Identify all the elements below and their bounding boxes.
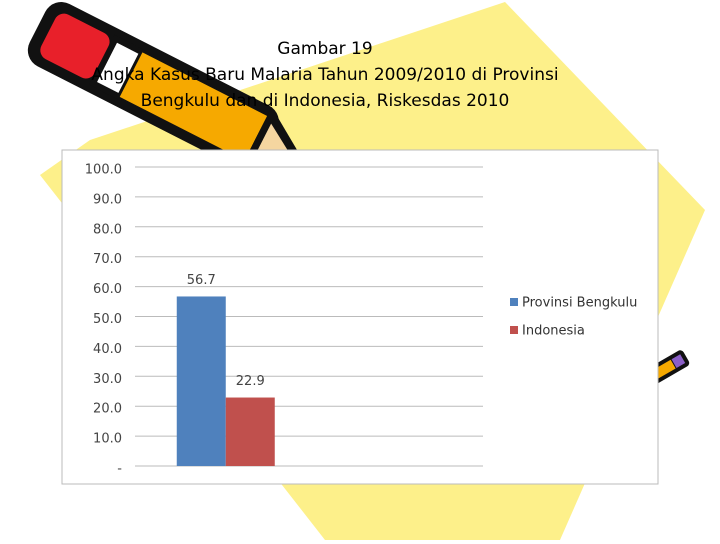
chart-title: Bengkulu dan di Indonesia, Riskesdas 201…	[141, 91, 510, 111]
legend-swatch	[510, 326, 518, 334]
legend-label: Indonesia	[522, 324, 585, 339]
chart-title: Gambar 19	[277, 39, 372, 59]
y-tick-label: -	[117, 462, 122, 477]
y-tick-label: 70.0	[93, 252, 122, 267]
y-tick-label: 90.0	[93, 192, 122, 207]
y-tick-label: 60.0	[93, 282, 122, 297]
value-label: 22.9	[236, 374, 265, 389]
y-tick-label: 100.0	[85, 163, 122, 178]
y-tick-label: 10.0	[93, 432, 122, 447]
bar	[176, 296, 226, 466]
bar	[225, 397, 275, 466]
legend-label: Provinsi Bengkulu	[522, 296, 637, 311]
chart-title: Angka Kasus Baru Malaria Tahun 2009/2010…	[91, 65, 558, 85]
value-label: 56.7	[187, 273, 216, 288]
y-tick-label: 40.0	[93, 342, 122, 357]
y-tick-label: 30.0	[93, 372, 122, 387]
y-tick-label: 80.0	[93, 222, 122, 237]
legend-swatch	[510, 298, 518, 306]
pencil	[27, 2, 305, 170]
y-tick-label: 50.0	[93, 312, 122, 327]
y-tick-label: 20.0	[93, 402, 122, 417]
